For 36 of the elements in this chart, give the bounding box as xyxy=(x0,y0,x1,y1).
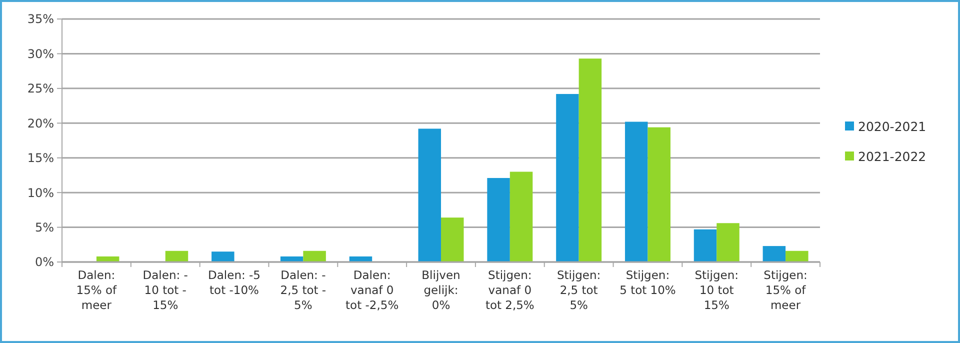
y-tick-label: 30% xyxy=(27,46,54,61)
bar xyxy=(694,229,717,262)
x-tick-label: Stijgen: 10 tot 15% xyxy=(694,268,739,312)
y-tick-label: 10% xyxy=(27,186,54,200)
y-tick-label: 0% xyxy=(34,255,54,270)
x-tick-label: Dalen: vanaf 0 tot -2,5% xyxy=(346,268,399,312)
bar xyxy=(418,128,441,262)
bar xyxy=(556,94,579,262)
bar xyxy=(165,250,188,262)
bar xyxy=(624,122,648,262)
x-tick-label: Dalen: - 10 tot - 15% xyxy=(142,268,188,312)
bar xyxy=(786,250,808,262)
y-tick-label: 5% xyxy=(34,220,54,234)
y-tick-label: 35% xyxy=(27,12,54,26)
legend-label: 2021-2022 xyxy=(858,148,926,164)
legend-label: 2020-2021 xyxy=(858,118,926,134)
bar xyxy=(303,250,326,262)
bar xyxy=(578,58,602,262)
x-tick-label: Stijgen: vanaf 0 tot 2,5% xyxy=(485,268,534,312)
bar xyxy=(441,218,464,262)
bar xyxy=(212,252,234,262)
x-tick-label: Dalen: 15% of meer xyxy=(76,268,118,312)
y-tick-label: 25% xyxy=(27,82,54,96)
y-tick-label: 15% xyxy=(27,151,54,166)
bar xyxy=(487,178,510,262)
bar xyxy=(716,223,740,262)
x-tick-label: Blijven gelijk: 0% xyxy=(422,268,460,312)
bar xyxy=(510,172,533,262)
x-tick-label: Stijgen: 5 tot 10% xyxy=(620,268,676,297)
x-tick-label: Dalen: - 2,5 tot - 5% xyxy=(280,268,326,312)
x-tick-label: Stijgen: 15% of meer xyxy=(764,268,808,312)
bar xyxy=(648,127,670,262)
bar xyxy=(762,246,786,262)
x-tick-label: Stijgen: 2,5 tot 5% xyxy=(556,268,601,312)
y-tick-label: 20% xyxy=(27,116,54,130)
x-tick-label: Dalen: -5 tot -10% xyxy=(208,268,261,297)
